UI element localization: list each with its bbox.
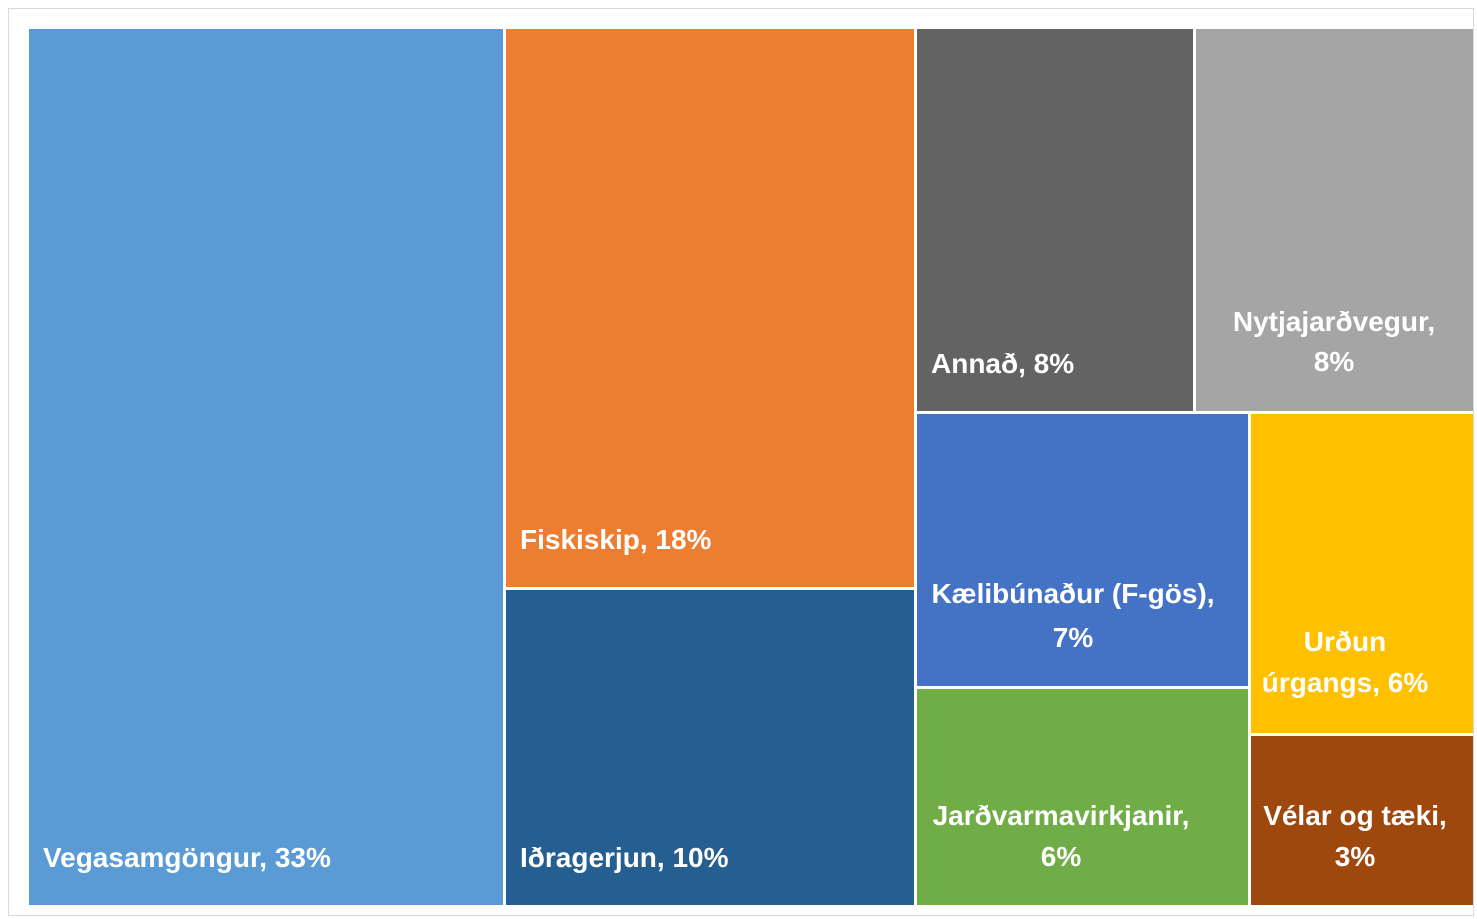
treemap-label-idragerjun: Iðragerjun, 10%: [520, 842, 729, 873]
treemap-rect-velar-og-taeki: [1251, 736, 1473, 905]
treemap-tile-vegasamgongur: Vegasamgöngur, 33%: [29, 29, 503, 905]
treemap-label-nytjajardvegur-line-2: 8%: [1314, 346, 1355, 377]
treemap-label-jardvarmavirkjanir-line-2: 6%: [1041, 841, 1082, 872]
treemap-tile-annad: Annað, 8%: [917, 29, 1193, 411]
treemap-tile-nytjajardvegur: Nytjajarðvegur, 8%: [1196, 29, 1473, 411]
treemap-label-kaelibunadur-f-gos-line-2: 7%: [1053, 622, 1094, 653]
treemap-chart: Vegasamgöngur, 33% Fiskiskip, 18% Iðragerj…: [29, 29, 1473, 905]
treemap-tile-jardvarmavirkjanir: Jarðvarmavirkjanir, 6%: [917, 689, 1248, 905]
treemap-label-vegasamgongur: Vegasamgöngur, 33%: [43, 842, 331, 873]
treemap-label-velar-og-taeki-line-1: Vélar og tæki,: [1263, 800, 1447, 831]
treemap-tile-idragerjun: Iðragerjun, 10%: [506, 590, 914, 905]
treemap-tile-fiskiskip: Fiskiskip, 18%: [506, 29, 914, 587]
treemap-label-urdun-urgangs-line-2: úrgangs, 6%: [1262, 667, 1429, 698]
treemap-tile-velar-og-taeki: Vélar og tæki, 3%: [1251, 736, 1473, 905]
treemap-label-fiskiskip: Fiskiskip, 18%: [520, 524, 712, 555]
treemap-tile-kaelibunadur-f-gos: Kælibúnaður (F-gös), 7%: [917, 414, 1248, 686]
treemap-rect-fiskiskip: [506, 29, 914, 587]
treemap-rect-jardvarmavirkjanir: [917, 689, 1248, 905]
treemap-rect-urdun-urgangs: [1251, 414, 1473, 733]
treemap-label-nytjajardvegur-line-1: Nytjajarðvegur,: [1233, 306, 1435, 337]
treemap-rect-vegasamgongur: [29, 29, 503, 905]
treemap-rect-kaelibunadur-f-gos: [917, 414, 1248, 686]
treemap-tile-urdun-urgangs: Urðun úrgangs, 6%: [1251, 414, 1473, 733]
treemap-rect-nytjajardvegur: [1196, 29, 1473, 411]
chart-frame: Vegasamgöngur, 33% Fiskiskip, 18% Iðragerj…: [8, 8, 1474, 916]
treemap-rect-idragerjun: [506, 590, 914, 905]
treemap-label-urdun-urgangs-line-1: Urðun: [1304, 626, 1386, 657]
treemap-label-annad: Annað, 8%: [931, 348, 1074, 379]
treemap-label-kaelibunadur-f-gos-line-1: Kælibúnaður (F-gös),: [931, 578, 1214, 609]
treemap-label-velar-og-taeki-line-2: 3%: [1335, 841, 1376, 872]
treemap-rect-annad: [917, 29, 1193, 411]
treemap-label-jardvarmavirkjanir-line-1: Jarðvarmavirkjanir,: [933, 800, 1190, 831]
